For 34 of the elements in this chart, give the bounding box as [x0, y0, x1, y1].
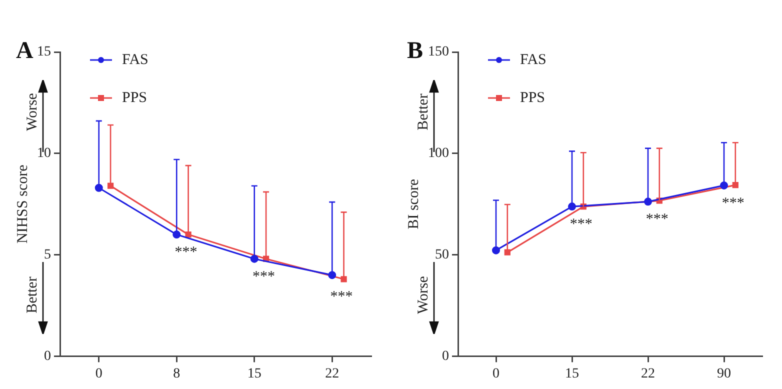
x-tick-label: 15: [247, 366, 262, 382]
annotation: ***: [330, 289, 353, 306]
annotation: ***: [722, 195, 744, 212]
annotation: ***: [646, 212, 668, 228]
chart-title: B: [407, 38, 424, 64]
x-tick-label: 8: [173, 366, 180, 382]
x-tick-label: 15: [565, 366, 579, 382]
legend-label: PPS: [122, 90, 148, 106]
x-tick-label: 22: [325, 366, 340, 382]
y-tick-label: 150: [428, 44, 449, 60]
x-tick-label: 90: [717, 366, 731, 382]
text: Worse: [416, 276, 432, 314]
annotation: ***: [570, 216, 592, 232]
annotation: ***: [174, 244, 198, 260]
y-tick-label: 15: [37, 44, 51, 60]
chart-title: A: [16, 38, 34, 64]
x-tick-label: 22: [641, 366, 655, 382]
y-axis-title: NIHSS score: [14, 164, 31, 244]
y-tick-label: 0: [44, 348, 51, 364]
y-tick-label: 50: [435, 247, 449, 262]
y-tick-label: 100: [428, 146, 449, 162]
x-tick-label: 0: [492, 366, 500, 382]
text: Better: [416, 94, 432, 130]
y-tick-label: 10: [37, 146, 51, 162]
y-tick-label: 0: [442, 348, 449, 364]
legend-label: PPS: [520, 90, 546, 106]
x-tick-label: 0: [95, 366, 102, 382]
legend-label: FAS: [122, 52, 148, 68]
text: Worse: [24, 93, 42, 131]
text: Better: [24, 276, 42, 314]
legend-label: FAS: [520, 52, 546, 68]
annotation: ***: [252, 268, 275, 285]
y-axis-title: BI score: [406, 178, 422, 230]
y-tick-label: 5: [44, 247, 51, 262]
